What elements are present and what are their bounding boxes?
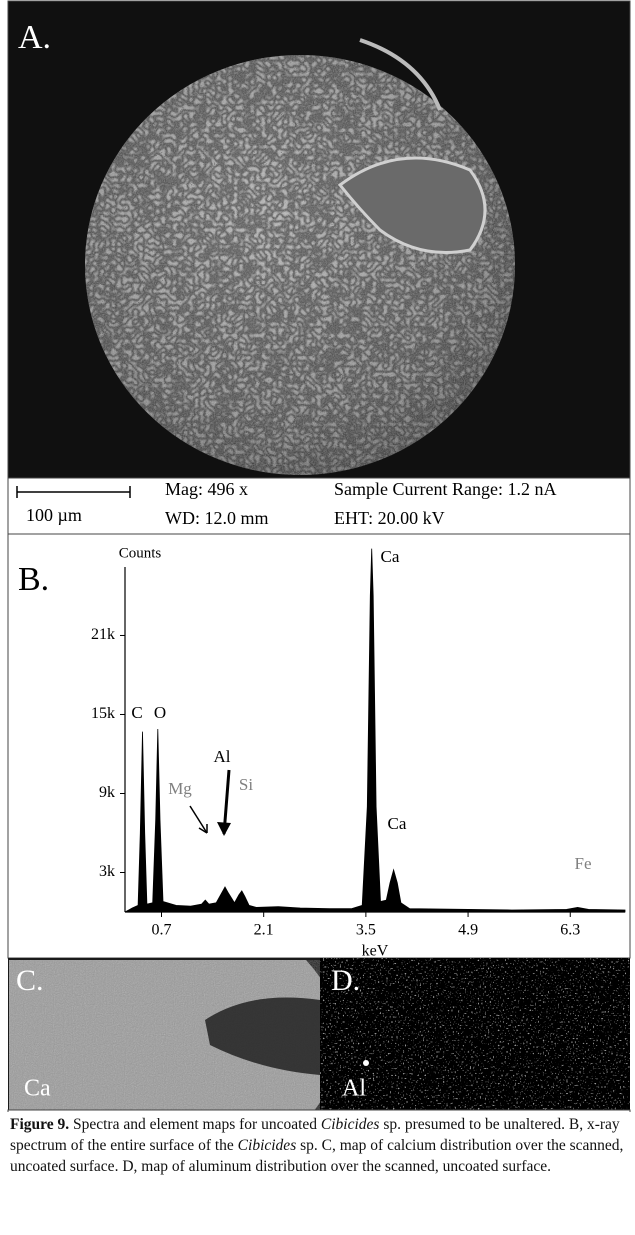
y-tick-label: 9k bbox=[99, 784, 115, 801]
scale-label: 100 µm bbox=[26, 505, 82, 525]
peak-label: Mg bbox=[168, 779, 192, 798]
caption-text: Spectra and element maps for uncoated bbox=[69, 1116, 321, 1133]
peak-label: Fe bbox=[575, 854, 592, 873]
panel-label: C. bbox=[16, 964, 44, 997]
bright-spot bbox=[363, 1060, 369, 1066]
chart-box bbox=[8, 534, 630, 958]
y-tick-label: 21k bbox=[91, 626, 115, 643]
x-tick-label: 3.5 bbox=[356, 922, 376, 939]
peak-label: Si bbox=[239, 775, 253, 794]
mag: Mag: 496 x bbox=[165, 479, 248, 499]
element-label: Al bbox=[342, 1076, 366, 1102]
y-tick-label: 3k bbox=[99, 863, 115, 880]
panel-label: A. bbox=[18, 19, 51, 56]
panel-a: A. bbox=[8, 1, 630, 480]
x-tick-label: 6.3 bbox=[560, 922, 580, 939]
panel-label: B. bbox=[18, 561, 49, 598]
panel-label: D. bbox=[331, 964, 360, 997]
page: { "panel_a": {"label": "A."}, "scale_inf… bbox=[0, 0, 635, 1235]
current: Sample Current Range: 1.2 nA bbox=[334, 479, 556, 499]
figure: A. 100 µm Mag: 496 x WD: 12.0 mm Sample … bbox=[0, 0, 635, 1112]
peak-label: Ca bbox=[381, 547, 400, 566]
caption-label: Figure 9. bbox=[10, 1116, 69, 1133]
panel-b: B. Counts keV 3k 9k 15k 21k 0.7 2.1 3.5 4.9 6.3 C… bbox=[8, 534, 630, 960]
peak-label: Ca bbox=[388, 814, 407, 833]
wd: WD: 12.0 mm bbox=[165, 508, 269, 528]
caption: Figure 9. Spectra and element maps for u… bbox=[10, 1114, 626, 1177]
x-tick-label: 2.1 bbox=[254, 922, 274, 939]
peak-label: O bbox=[154, 703, 166, 722]
peak-label: C bbox=[131, 703, 142, 722]
scale-info: 100 µm Mag: 496 x WD: 12.0 mm Sample Cur… bbox=[8, 478, 630, 534]
x-axis-label: keV bbox=[362, 943, 389, 960]
genus: Cibicides bbox=[238, 1137, 297, 1154]
y-tick-label: 15k bbox=[91, 705, 115, 722]
element-label: Ca bbox=[24, 1076, 51, 1102]
x-tick-label: 0.7 bbox=[151, 922, 171, 939]
eht: EHT: 20.00 kV bbox=[334, 508, 445, 528]
caption-box bbox=[8, 1110, 630, 1112]
genus: Cibicides bbox=[321, 1116, 380, 1133]
panel-d: D. Al bbox=[320, 958, 630, 1110]
peak-label: Al bbox=[214, 747, 231, 766]
y-axis-label: Counts bbox=[119, 545, 162, 561]
x-tick-label: 4.9 bbox=[458, 922, 478, 939]
